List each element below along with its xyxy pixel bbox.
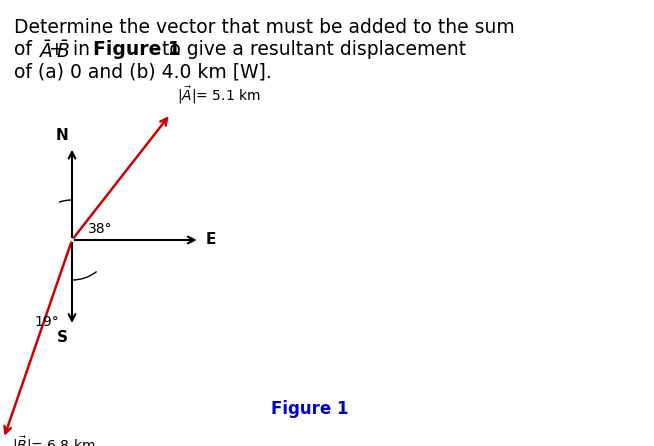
Text: +: + bbox=[49, 40, 65, 59]
Text: |$\vec{B}$|= 6.8 km: |$\vec{B}$|= 6.8 km bbox=[12, 434, 95, 446]
Text: of: of bbox=[14, 40, 38, 59]
Text: in: in bbox=[67, 40, 95, 59]
Text: Determine the vector that must be added to the sum: Determine the vector that must be added … bbox=[14, 18, 515, 37]
Text: 19°: 19° bbox=[34, 315, 59, 329]
Text: S: S bbox=[56, 330, 67, 345]
Text: of (a) 0 and (b) 4.0 km [W].: of (a) 0 and (b) 4.0 km [W]. bbox=[14, 62, 272, 81]
Text: $\bar{B}$: $\bar{B}$ bbox=[56, 40, 70, 62]
Text: Figure 1: Figure 1 bbox=[271, 400, 349, 418]
Text: Figure 1: Figure 1 bbox=[94, 40, 181, 59]
Text: |$\vec{A}$|= 5.1 km: |$\vec{A}$|= 5.1 km bbox=[177, 84, 260, 106]
Text: $\bar{A}$: $\bar{A}$ bbox=[39, 40, 53, 62]
Text: E: E bbox=[205, 232, 216, 248]
Text: N: N bbox=[56, 128, 69, 143]
Text: 38°: 38° bbox=[88, 222, 112, 236]
Text: to give a resultant displacement: to give a resultant displacement bbox=[156, 40, 466, 59]
